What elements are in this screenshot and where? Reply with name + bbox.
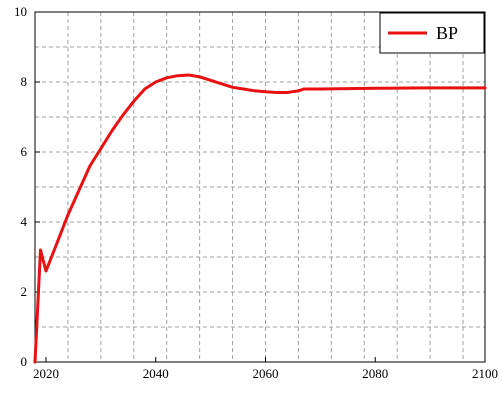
y-tick-label: 0 [21,354,28,369]
legend: BP [379,12,485,54]
x-tick-label: 2020 [33,366,59,381]
x-tick-label: 2100 [472,366,498,381]
x-tick-label: 2060 [252,366,278,381]
plot-area-frame [34,11,486,363]
x-tick-label: 2040 [143,366,169,381]
y-tick-label: 10 [14,4,27,19]
y-axis-tick-labels: 0 2 4 6 8 10 [14,4,28,369]
series-group [33,73,487,364]
grid-lines [35,12,485,362]
y-tick-label: 8 [21,74,28,89]
legend-label-bp: BP [436,23,458,43]
series-line-bp [33,73,487,364]
x-tick-label: 2080 [362,366,388,381]
x-axis-tick-labels: 2020 2040 2060 2080 2100 [33,366,498,381]
y-tick-label: 6 [21,144,28,159]
y-tick-label: 2 [21,284,28,299]
y-tick-label: 4 [21,214,28,229]
